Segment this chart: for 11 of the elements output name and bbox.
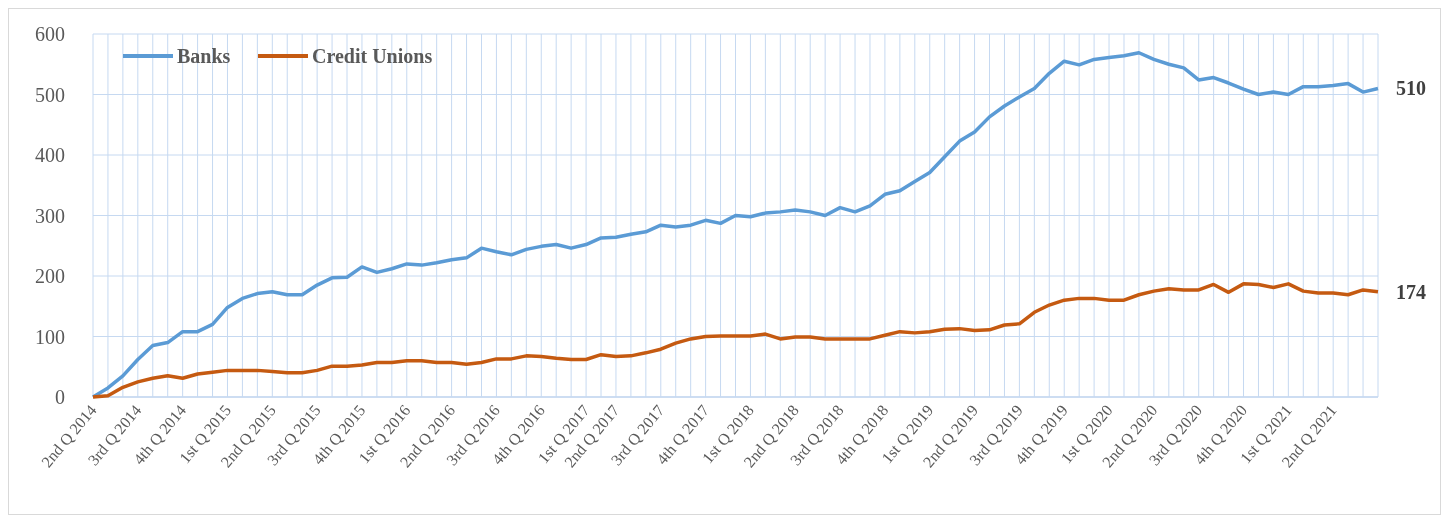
data-label: 174 [1396, 280, 1426, 303]
legend-label: Credit Unions [312, 45, 433, 67]
y-tick-label: 200 [35, 265, 65, 287]
y-tick-label: 400 [35, 144, 65, 166]
data-label: 510 [1396, 77, 1426, 100]
y-tick-label: 300 [35, 204, 65, 227]
y-tick-label: 100 [35, 325, 65, 348]
y-tick-label: 0 [55, 386, 65, 408]
legend-label: Banks [177, 45, 231, 67]
y-tick-label: 500 [35, 83, 65, 106]
y-tick-label: 600 [35, 23, 65, 45]
